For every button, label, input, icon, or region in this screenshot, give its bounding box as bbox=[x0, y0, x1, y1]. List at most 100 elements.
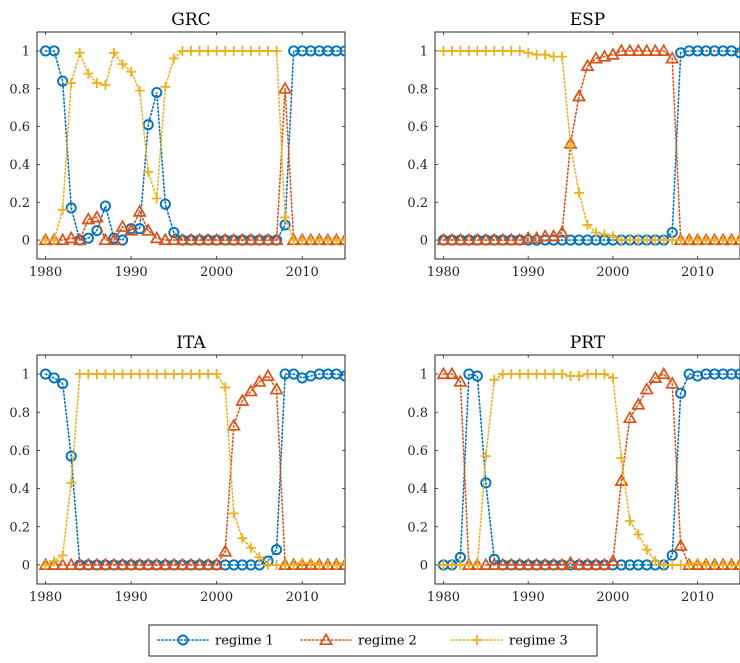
data-point bbox=[444, 232, 460, 246]
y-tick-label: 0.4 bbox=[407, 158, 428, 173]
data-point bbox=[175, 232, 190, 246]
panel-ita: ITA 1980 1990 2000 2010 0 0.2 0.4 0.6 0.8 1 bbox=[9, 333, 346, 605]
data-point bbox=[667, 235, 678, 246]
data-point bbox=[540, 369, 551, 380]
data-point bbox=[656, 366, 671, 380]
data-point bbox=[166, 557, 181, 570]
data-point bbox=[314, 235, 325, 246]
y-tick-label: 0.4 bbox=[407, 482, 428, 497]
data-point bbox=[487, 232, 502, 246]
data-point bbox=[446, 45, 457, 56]
data-point bbox=[582, 369, 593, 380]
data-point bbox=[489, 374, 500, 385]
data-point bbox=[322, 559, 333, 570]
data-point bbox=[633, 235, 644, 246]
data-point bbox=[504, 232, 519, 246]
axes-frame bbox=[36, 354, 346, 585]
data-point bbox=[228, 508, 239, 519]
data-point bbox=[271, 45, 282, 56]
data-point bbox=[538, 228, 553, 242]
data-point bbox=[151, 193, 162, 204]
data-point bbox=[692, 235, 703, 246]
data-point bbox=[55, 557, 70, 570]
data-point bbox=[444, 366, 460, 380]
y-tick-label: 1 bbox=[22, 368, 30, 383]
data-point bbox=[487, 557, 502, 570]
data-point bbox=[614, 43, 629, 56]
data-point bbox=[91, 369, 102, 380]
data-point bbox=[134, 369, 145, 380]
data-point bbox=[504, 557, 519, 570]
data-point bbox=[531, 49, 542, 60]
data-point bbox=[455, 559, 466, 570]
data-point bbox=[252, 232, 267, 246]
data-point bbox=[489, 45, 500, 56]
y-tick-label: 0.8 bbox=[9, 82, 30, 97]
axes-frame bbox=[434, 354, 740, 585]
data-point bbox=[322, 235, 333, 246]
data-point bbox=[453, 374, 468, 387]
data-point bbox=[631, 397, 646, 410]
x-tick-label: 2000 bbox=[200, 590, 233, 605]
data-point bbox=[98, 557, 113, 570]
data-point bbox=[675, 559, 686, 570]
data-point bbox=[194, 45, 205, 56]
data-point bbox=[106, 557, 122, 570]
data-point bbox=[106, 232, 122, 246]
data-point bbox=[305, 558, 316, 569]
data-point bbox=[149, 230, 164, 244]
series-regime-3 bbox=[438, 369, 740, 570]
data-point bbox=[622, 410, 637, 424]
data-point bbox=[726, 235, 737, 246]
data-point bbox=[599, 229, 610, 240]
panel-title: ESP bbox=[570, 10, 606, 30]
legend-marker bbox=[472, 635, 482, 645]
data-point bbox=[218, 232, 233, 246]
data-point bbox=[512, 232, 527, 246]
y-tick-label: 0 bbox=[420, 558, 428, 573]
legend-entry-regime-1: regime 1 bbox=[157, 634, 274, 649]
data-point bbox=[278, 81, 293, 94]
data-point bbox=[480, 45, 491, 56]
data-point bbox=[588, 557, 604, 570]
data-point bbox=[665, 376, 680, 389]
data-point bbox=[675, 235, 686, 246]
data-point bbox=[639, 43, 654, 56]
y-tick-label: 0.4 bbox=[9, 482, 30, 497]
data-point bbox=[183, 557, 199, 570]
data-point bbox=[245, 542, 256, 553]
data-point bbox=[438, 45, 449, 56]
panel-grc: GRC 1980 1990 2000 2010 0 0.2 0.4 0.6 0.8 1 bbox=[9, 10, 346, 280]
y-tick-label: 0.8 bbox=[9, 406, 30, 421]
data-point bbox=[506, 369, 517, 380]
data-point bbox=[656, 43, 671, 56]
data-point bbox=[339, 45, 345, 57]
data-point bbox=[650, 235, 661, 246]
data-point bbox=[521, 557, 536, 570]
data-point bbox=[297, 558, 308, 569]
data-point bbox=[98, 232, 113, 246]
data-point bbox=[565, 370, 576, 381]
data-point bbox=[254, 45, 265, 56]
data-point bbox=[235, 232, 250, 246]
data-point bbox=[478, 232, 493, 246]
data-point bbox=[692, 558, 703, 569]
data-point bbox=[665, 51, 680, 64]
data-point bbox=[142, 119, 154, 131]
data-point bbox=[83, 68, 94, 79]
data-point bbox=[65, 202, 77, 214]
data-point bbox=[480, 451, 491, 462]
data-point bbox=[72, 232, 87, 246]
data-point bbox=[305, 235, 316, 246]
data-point bbox=[565, 140, 576, 151]
data-point bbox=[709, 235, 720, 246]
x-tick-label: 1990 bbox=[512, 590, 545, 605]
data-point bbox=[211, 45, 222, 56]
data-point bbox=[211, 369, 222, 380]
data-point bbox=[684, 235, 695, 246]
data-point bbox=[263, 559, 273, 570]
y-tick-label: 0.6 bbox=[407, 444, 428, 459]
data-point bbox=[160, 81, 171, 92]
y-tick-label: 0.8 bbox=[407, 82, 428, 97]
data-point bbox=[57, 550, 68, 561]
